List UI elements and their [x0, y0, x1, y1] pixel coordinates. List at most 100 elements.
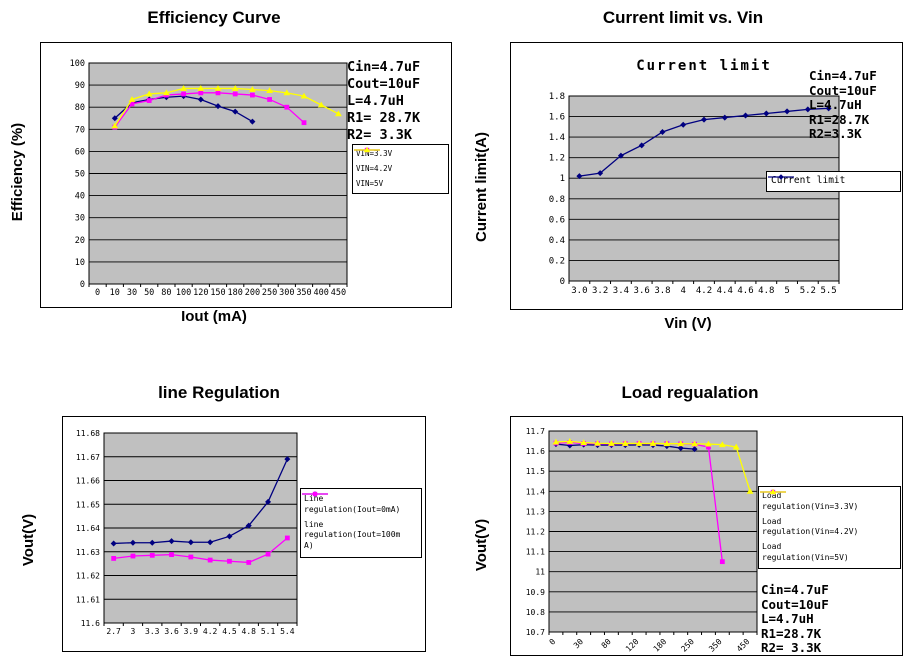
x-tick-label: 5.5 — [820, 286, 836, 296]
x-tick-label: 4.6 — [737, 286, 753, 296]
y-tick-label: 11 — [535, 568, 545, 577]
x-tick-label: 80 — [161, 288, 171, 298]
x-tick-label: 4.5 — [222, 627, 237, 636]
x-tick-label: 3.6 — [634, 286, 650, 296]
x-tick-label: 30 — [572, 637, 585, 650]
legend-entry: VIN=5V — [354, 146, 445, 189]
test-condition-line: R1=28.7K — [809, 111, 870, 127]
x-tick-label: 200 — [245, 288, 260, 298]
x-tick-label: 3.8 — [654, 286, 670, 296]
load-regulation-y-axis-label: Vout(V) — [473, 518, 490, 572]
y-tick-label: 0.4 — [549, 236, 565, 246]
series-line — [114, 87, 339, 127]
x-tick-label: 5.4 — [280, 627, 295, 636]
line-regulation-y-axis-label: Vout(V) — [20, 513, 37, 567]
legend-entry: Current limit — [768, 174, 896, 188]
x-tick-label: 180 — [228, 288, 243, 298]
legend-marker-icon — [354, 146, 380, 153]
test-condition-line: Cout=10uF — [347, 76, 421, 92]
legend-label: VIN=5V — [356, 179, 384, 189]
y-tick-label: 1.2 — [549, 154, 565, 164]
y-tick-label: 11.61 — [76, 595, 100, 604]
x-tick-label: 5.2 — [800, 286, 816, 296]
x-tick-label: 0 — [95, 288, 100, 298]
y-tick-label: 11.68 — [76, 429, 100, 438]
y-tick-label: 10 — [75, 258, 85, 268]
x-tick-label: 250 — [679, 637, 696, 654]
y-tick-label: 11.6 — [81, 619, 100, 628]
series-line — [114, 92, 305, 128]
legend-marker-icon — [302, 491, 328, 497]
y-tick-label: 11.62 — [76, 572, 100, 581]
x-tick-label: 3.4 — [613, 286, 629, 296]
y-tick-label: 60 — [75, 147, 85, 157]
test-condition-line: L=4.7uH — [761, 611, 814, 626]
test-condition-line: L=4.7uH — [347, 93, 404, 109]
y-tick-label: 11.2 — [526, 528, 545, 537]
line-regulation-plot: 11.68 11.67 11.66 11.65 11.64 11.6 3 11.62 11.61… — [76, 429, 298, 636]
test-condition-line: R2= 3.3K — [761, 640, 822, 655]
y-tick-label: 11.5 — [526, 467, 545, 476]
y-tick-label: 11.7 — [526, 427, 545, 436]
x-tick-label: 150 — [210, 288, 225, 298]
y-tick-label: 1 — [560, 174, 565, 184]
x-tick-label: 120 — [193, 288, 208, 298]
y-tick-label: 11.64 — [76, 524, 100, 533]
test-condition-line: L=4.7uH — [809, 97, 862, 112]
x-tick-label: 450 — [331, 288, 346, 298]
y-tick-label: 0.8 — [549, 195, 565, 205]
x-tick-label: 3.2 — [592, 286, 608, 296]
y-tick-label: 70 — [75, 125, 85, 135]
x-tick-label: 250 — [262, 288, 277, 298]
legend-entry: VIN=4.2V — [354, 147, 445, 174]
x-tick-label: 350 — [296, 288, 311, 298]
y-tick-label: 100 — [70, 59, 85, 69]
y-tick-label: 11.67 — [76, 453, 100, 462]
y-tick-label: 11.65 — [76, 500, 100, 509]
legend-label: Load regulation(Vin=4.2V) — [762, 516, 859, 537]
series-line — [113, 458, 288, 545]
legend-label: VIN=4.2V — [356, 164, 393, 174]
load-regulation-test-conditions: Cin=4.7uF Cout=10uF L=4.7uH R1=28.7K R2= 3.3… — [761, 582, 829, 656]
x-tick-label: 3.6 — [164, 627, 179, 636]
x-tick-label: 450 — [735, 637, 752, 654]
load-regulation-plot: 11.7 11.6 11.5 11.4 11.3 11.2 11.1 11 10.9 10.8 10… — [526, 427, 758, 654]
y-tick-label: 10.8 — [526, 608, 545, 617]
x-tick-label: 50 — [144, 288, 154, 298]
current-limit-chart-title: Current limit vs. Vin — [602, 8, 764, 27]
y-tick-label: 11.66 — [76, 477, 100, 486]
load-regulation-chart-title: Load regualation — [621, 383, 759, 402]
current-limit-legend: Current limit — [766, 171, 901, 192]
test-condition-line: Cin=4.7uF — [809, 68, 877, 83]
efficiency-legend: VIN=3.3V VIN=4.2V VIN=5V — [352, 144, 449, 195]
y-tick-label: 11.4 — [526, 487, 545, 496]
x-tick-label: 3.0 — [571, 286, 587, 296]
current-limit-x-axis-label: Vin (V) — [664, 315, 712, 332]
x-tick-label: 4.8 — [758, 286, 774, 296]
y-tick-label: 0.6 — [549, 215, 565, 225]
y-tick-label: 11.3 — [526, 507, 545, 516]
x-tick-label: 4.2 — [696, 286, 712, 296]
load-regulation-legend: Load regulation(Vin=3.3V) Load regulation(V… — [758, 486, 901, 569]
y-tick-label: 11.6 — [526, 447, 545, 456]
y-tick-label: 40 — [75, 192, 85, 202]
x-tick-label: 350 — [707, 637, 724, 654]
legend-label: Line regulation(Iout=0mA) — [304, 494, 401, 514]
legend-entry: line regulation(Iout=100m A) — [302, 491, 418, 552]
y-tick-label: 0 — [560, 277, 565, 287]
legend-label: line regulation(Iout=100m A) — [304, 519, 401, 551]
legend-entry: Load regulation(Vin=5V) — [760, 488, 897, 564]
x-tick-label: 3 — [131, 627, 136, 636]
x-tick-label: 180 — [652, 637, 669, 654]
line-regulation-chart-frame: 11.68 11.67 11.66 11.65 11.64 11.6 3 11.62 11.61… — [62, 416, 426, 652]
y-tick-label: 10.9 — [526, 588, 545, 597]
y-tick-label: 1.6 — [549, 113, 565, 123]
current-limit-test-conditions: Cin=4.7uF Cout=10uF L=4.7uH R1=28.7K R2=3.3K — [809, 68, 877, 142]
y-tick-label: 1.8 — [549, 92, 565, 102]
current-limit-y-axis-label: Current limit(A) — [473, 132, 490, 242]
y-tick-label: 10.7 — [526, 628, 545, 637]
series-line — [113, 537, 288, 564]
efficiency-test-conditions: Cin=4.7uF Cout=10uF L=4.7uH R1= 28.7K R2= 3.… — [347, 59, 420, 144]
x-tick-label: 3.3 — [145, 627, 160, 636]
test-condition-line: Cout=10uF — [809, 82, 877, 98]
